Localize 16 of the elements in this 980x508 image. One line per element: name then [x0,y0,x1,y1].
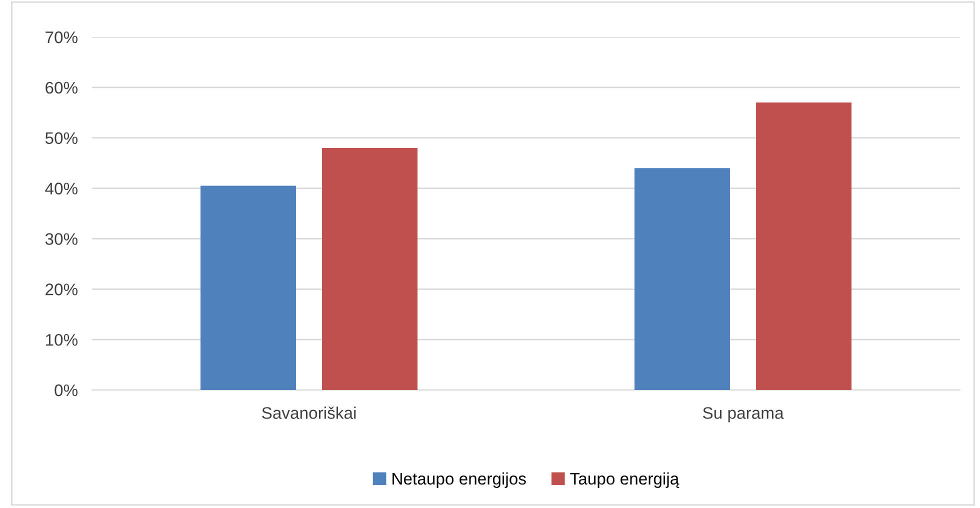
bar [322,148,418,390]
x-tick-label: Savanoriškai [262,406,356,419]
y-tick-label: 30% [45,233,78,245]
legend-label: Taupo energiją [570,472,680,488]
bar [200,186,296,390]
y-tick-label: 60% [46,82,78,94]
y-tick-label: 40% [45,182,78,194]
y-tick-label: 0% [54,384,78,396]
x-tick-label: Su parama [702,407,784,422]
y-tick-label: 20% [46,284,78,296]
y-tick-label: 10% [46,334,78,346]
bar [634,168,730,390]
legend-label: Netaupo energijos [392,472,526,488]
bar [756,102,852,390]
y-tick-label: 50% [45,132,78,144]
y-tick-label: 70% [46,31,78,44]
